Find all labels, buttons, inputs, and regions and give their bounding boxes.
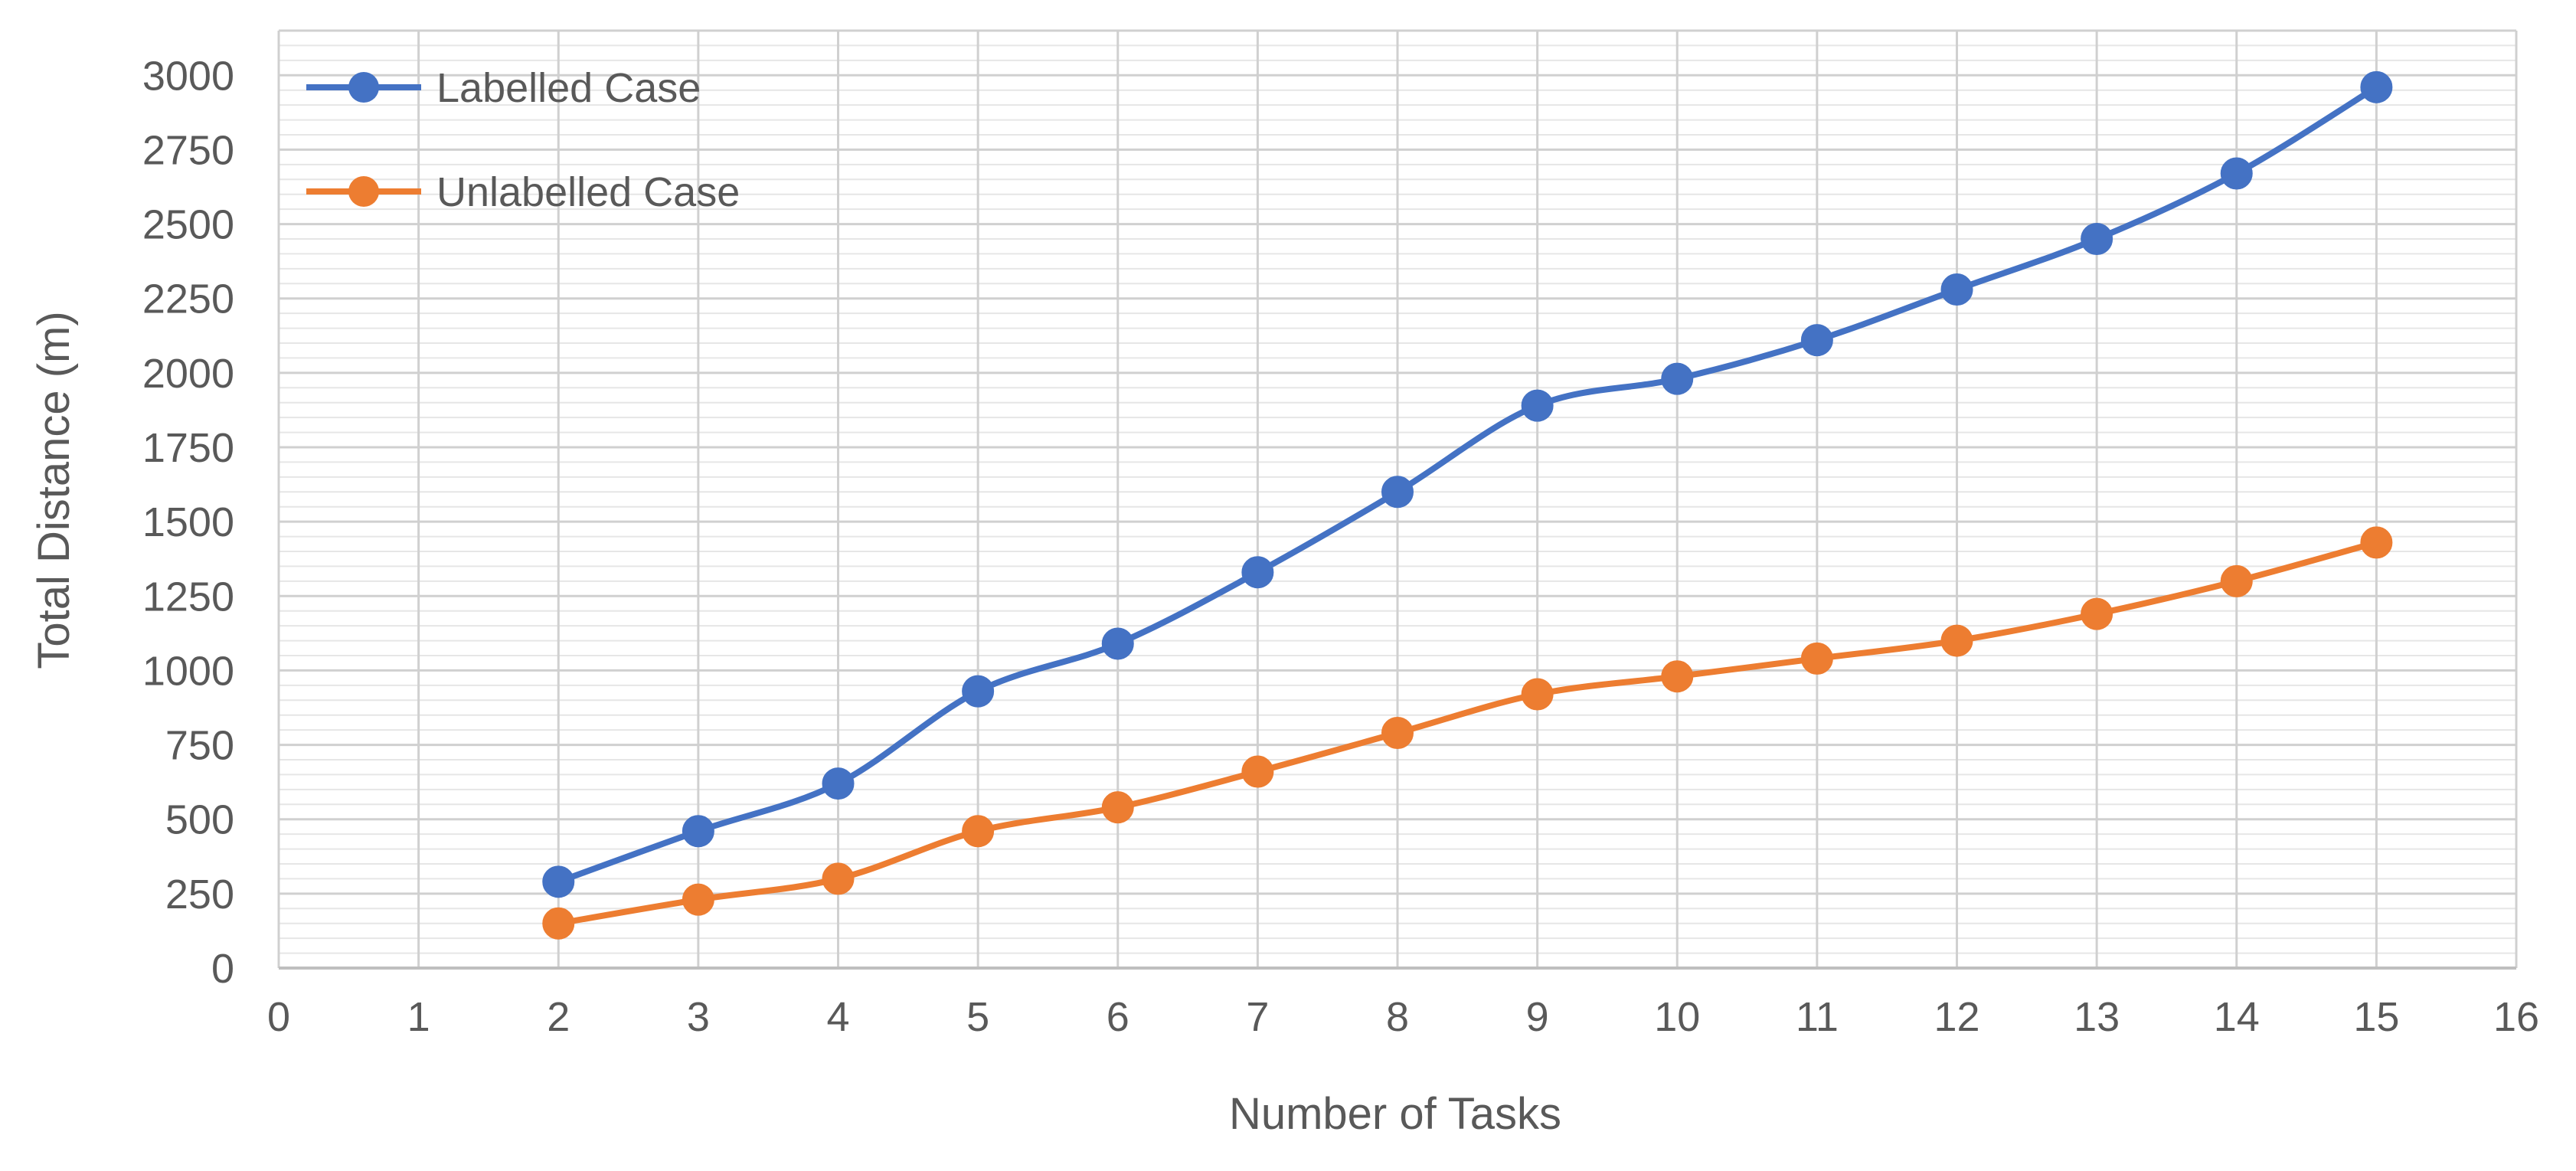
x-tick-label: 8 — [1386, 994, 1409, 1040]
x-tick-label: 5 — [966, 994, 989, 1040]
x-tick-label: 13 — [2074, 994, 2120, 1040]
x-tick-label: 10 — [1654, 994, 1700, 1040]
data-point — [2360, 526, 2393, 559]
x-tick-label: 0 — [267, 994, 290, 1040]
series-layer — [542, 70, 2393, 940]
data-point — [542, 865, 575, 898]
data-point — [1101, 627, 1134, 660]
x-tick-label: 15 — [2353, 994, 2399, 1040]
legend: Labelled Case Unlabelled Case — [306, 65, 740, 215]
data-point — [822, 862, 855, 895]
data-point — [2081, 223, 2113, 255]
y-tick-label: 2000 — [142, 351, 234, 397]
y-tick-label: 250 — [165, 872, 234, 918]
legend-label: Unlabelled Case — [436, 169, 740, 215]
data-point — [2081, 597, 2113, 630]
data-point — [2360, 70, 2393, 103]
y-tick-label: 500 — [165, 797, 234, 843]
y-tick-label: 3000 — [142, 53, 234, 99]
y-tick-label: 2500 — [142, 202, 234, 248]
data-point — [1241, 556, 1274, 589]
data-point — [1940, 624, 1973, 657]
data-point — [962, 675, 995, 708]
major-gridlines — [277, 29, 2518, 970]
data-point — [1101, 791, 1134, 824]
x-tick-label: 9 — [1526, 994, 1549, 1040]
y-tick-label: 1000 — [142, 648, 234, 694]
x-tick-label: 12 — [1934, 994, 1979, 1040]
data-point — [1800, 324, 1833, 357]
data-point — [1381, 476, 1414, 509]
x-tick-label: 4 — [826, 994, 849, 1040]
legend-marker — [348, 72, 379, 103]
y-tick-label: 0 — [211, 946, 234, 992]
legend-marker — [348, 176, 379, 207]
x-tick-label: 14 — [2214, 994, 2260, 1040]
x-tick-label: 11 — [1796, 994, 1839, 1040]
x-tick-label: 6 — [1107, 994, 1129, 1040]
x-axis-title: Number of Tasks — [1229, 1089, 1561, 1139]
data-point — [1800, 642, 1833, 675]
data-point — [682, 815, 714, 848]
y-tick-label: 750 — [165, 723, 234, 769]
data-point — [682, 883, 714, 916]
data-point — [1381, 717, 1414, 750]
data-point — [1661, 660, 1694, 693]
series-line-2 — [555, 539, 2380, 927]
x-tick-label: 1 — [407, 994, 430, 1040]
data-point — [2220, 564, 2253, 597]
x-tick-label: 7 — [1246, 994, 1269, 1040]
y-tick-labels: 0 250 500 750 1000 1250 1500 1750 2000 2250 2500 27… — [142, 53, 234, 992]
data-point — [542, 907, 575, 940]
x-tick-label: 3 — [687, 994, 710, 1040]
data-point — [1521, 389, 1554, 422]
y-axis-title: Total Distance (m) — [29, 311, 79, 669]
legend-label: Labelled Case — [436, 65, 701, 111]
y-tick-label: 1750 — [142, 425, 234, 471]
x-tick-label: 2 — [547, 994, 570, 1040]
data-point — [962, 815, 995, 848]
data-point — [822, 767, 855, 800]
data-point — [1940, 273, 1973, 306]
y-tick-label: 2250 — [142, 276, 234, 322]
x-tick-label: 16 — [2493, 994, 2539, 1040]
data-point — [1241, 755, 1274, 788]
x-tick-labels: 0 1 2 3 4 5 6 7 8 9 10 11 12 13 14 15 16 — [267, 994, 2539, 1040]
data-point — [1661, 362, 1694, 395]
data-point — [1521, 678, 1554, 711]
y-tick-label: 2750 — [142, 127, 234, 173]
y-tick-label: 1250 — [142, 574, 234, 620]
y-tick-label: 1500 — [142, 499, 234, 545]
data-point — [2220, 157, 2253, 190]
